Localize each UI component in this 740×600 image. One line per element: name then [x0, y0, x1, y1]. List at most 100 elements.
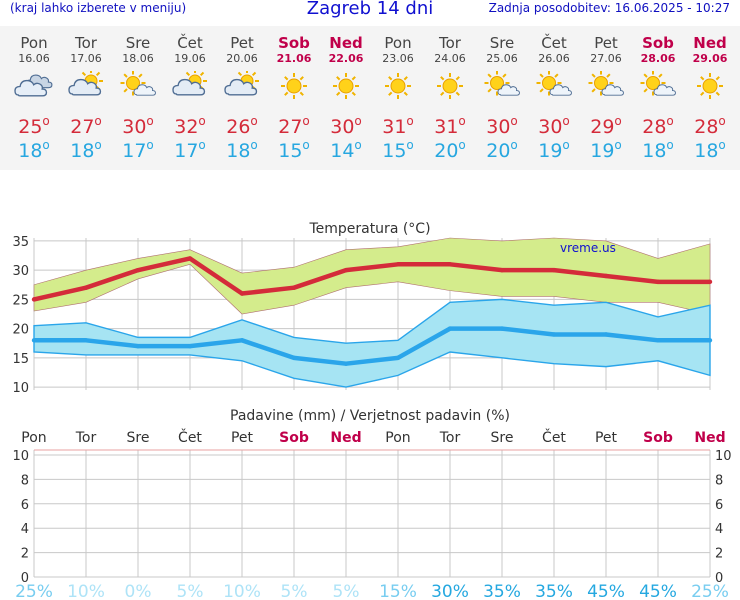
min-temperature-point [551, 332, 557, 337]
max-temperature: 27o [278, 114, 310, 138]
min-temperature-point [31, 338, 37, 343]
day-date: 29.06 [692, 52, 728, 65]
precipitation-probability-label: 10% [67, 582, 105, 600]
day-date: 20.06 [226, 52, 258, 65]
partly-cloudy-icon [224, 69, 259, 96]
precipitation-y-tick-left: 2 [21, 547, 29, 562]
precipitation-probability-label: 10% [223, 582, 261, 600]
precipitation-y-tick-right: 4 [715, 522, 723, 537]
max-temperature: 30o [330, 114, 362, 138]
day-name: Sre [489, 34, 515, 52]
day-date: 24.06 [434, 52, 466, 65]
max-temperature-point [655, 279, 661, 285]
precipitation-probability-label: 5% [333, 582, 360, 600]
max-temperature-point [343, 267, 349, 273]
precipitation-y-tick-left: 8 [21, 473, 29, 488]
sun-cloud-icon [120, 70, 156, 96]
min-temperature: 18o [70, 138, 102, 162]
precipitation-day-label: Čet [178, 428, 202, 446]
precipitation-probability-label: 5% [281, 582, 308, 600]
day-date: 27.06 [590, 52, 622, 65]
max-temperature-point [395, 262, 401, 267]
location-menu-hint[interactable]: (kraj lahko izberete v meniju) [10, 1, 187, 15]
precipitation-day-label: Sre [491, 430, 514, 446]
precipitation-day-label: Pon [385, 430, 410, 446]
precipitation-y-tick-right: 6 [715, 498, 723, 513]
day-column: Sre 25.06 30o 20o [476, 26, 528, 170]
sun-icon [437, 73, 463, 99]
page-title: Zagreb 14 dni [306, 0, 434, 19]
precipitation-day-label: Tor [75, 430, 97, 446]
precipitation-probability-label: 45% [587, 582, 625, 600]
day-name: Pon [20, 34, 48, 52]
max-temperature-line [33, 256, 710, 302]
day-column: Pon 16.06 25o 18o [8, 26, 60, 170]
temperature-y-tick: 35 [12, 235, 29, 250]
max-temperature: 27o [70, 114, 102, 138]
precipitation-chart-title: Padavine (mm) / Verjetnost padavin (%) [230, 408, 510, 424]
temperature-y-tick: 15 [12, 352, 29, 367]
precipitation-y-tick-right: 10 [715, 449, 732, 464]
max-temperature: 26o [226, 114, 258, 138]
day-name: Sre [125, 34, 151, 52]
day-name: Ned [693, 34, 727, 52]
min-temperature-point [135, 343, 141, 349]
day-column: Pet 27.06 29o 19o [580, 26, 632, 170]
min-temperature-point [343, 361, 349, 366]
max-temperature-point [83, 285, 89, 290]
day-column: Ned 29.06 28o 18o [684, 26, 736, 170]
precipitation-probability-label: 25% [15, 582, 53, 600]
precipitation-probability-label: 25% [691, 582, 729, 600]
partly-cloudy-icon [68, 69, 103, 96]
min-temperature: 19o [538, 138, 570, 162]
max-temperature: 30o [486, 114, 518, 138]
day-column: Sob 21.06 27o 15o [268, 26, 320, 170]
sun-cloud-icon [588, 70, 624, 96]
day-date: 28.06 [640, 52, 676, 65]
precipitation-day-label: Pet [595, 430, 618, 446]
day-date: 17.06 [70, 52, 102, 65]
header-bar: (kraj lahko izberete v meniju) Zagreb 14… [0, 0, 740, 22]
day-column: Sre 18.06 30o 17o [112, 26, 164, 170]
min-temperature: 17o [174, 138, 206, 162]
max-temperature: 30o [122, 114, 154, 138]
day-name: Pet [594, 34, 618, 52]
max-temperature-point [603, 273, 609, 279]
precipitation-probability-label: 0% [125, 582, 152, 600]
temperature-y-tick: 10 [12, 381, 29, 396]
day-column: Sob 28.06 28o 18o [632, 26, 684, 170]
precipitation-probability-label: 5% [177, 582, 204, 600]
min-temperature: 19o [590, 138, 622, 162]
max-temperature-point [187, 256, 193, 261]
precipitation-y-tick-left: 6 [21, 498, 29, 513]
min-temperature: 20o [434, 138, 466, 162]
day-name: Tor [439, 34, 461, 52]
min-temperature: 18o [226, 138, 258, 162]
max-temperature: 30o [538, 114, 570, 138]
max-temperature: 31o [434, 114, 466, 138]
max-temperature: 29o [590, 114, 622, 138]
day-name: Ned [329, 34, 363, 52]
day-date: 26.06 [538, 52, 570, 65]
precipitation-probability-label: 35% [483, 582, 521, 600]
day-date: 21.06 [276, 52, 312, 65]
max-temperature-point [291, 285, 297, 290]
temperature-y-tick: 20 [12, 323, 29, 338]
precipitation-probability-label: 15% [379, 582, 417, 600]
precipitation-day-label: Sre [127, 430, 150, 446]
max-temperature-point [31, 297, 37, 302]
min-temperature-point [395, 355, 401, 361]
precipitation-y-tick-right: 0 [715, 571, 723, 586]
day-name: Pet [230, 34, 254, 52]
max-temperature-point [447, 262, 453, 267]
day-column: Tor 24.06 31o 20o [424, 26, 476, 170]
precipitation-y-tick-left: 4 [21, 522, 29, 537]
min-temperature: 18o [694, 138, 726, 162]
sun-cloud-icon [640, 70, 676, 96]
cloudy-icon [14, 74, 53, 97]
max-temperature-point [707, 279, 713, 285]
precipitation-day-label: Sob [643, 430, 673, 446]
min-temperature: 17o [122, 138, 154, 162]
day-date: 16.06 [18, 52, 50, 65]
